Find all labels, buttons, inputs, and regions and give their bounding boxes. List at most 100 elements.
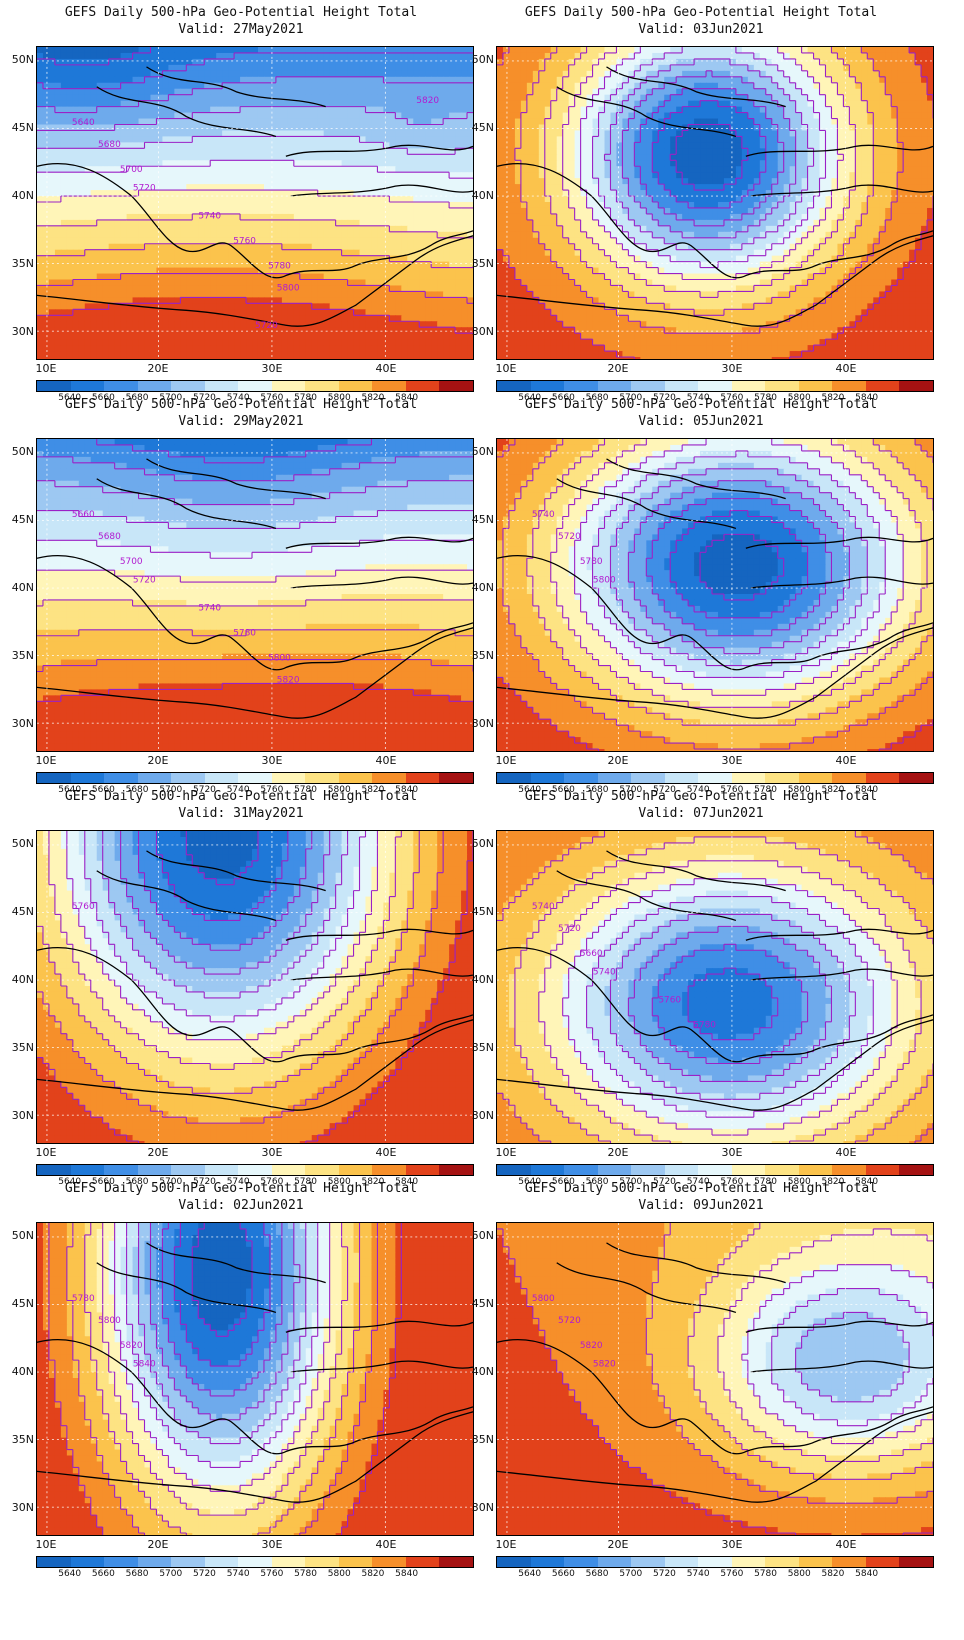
height-map: 5740 5720 5780 5800: [496, 438, 934, 752]
colorbar-label: 5720: [193, 393, 216, 403]
lat-label: 45N: [4, 905, 34, 918]
colorbar-label: 5780: [294, 393, 317, 403]
lat-label: 35N: [4, 649, 34, 662]
lon-label: 40E: [836, 362, 857, 375]
contour-label: 5800: [532, 1294, 555, 1304]
map-panel: GEFS Daily 500-hPa Geo-Potential Height …: [460, 392, 942, 802]
contour-label: 5740: [532, 510, 555, 520]
black-sea-coast-south: [750, 1360, 933, 1373]
lon-label: 40E: [376, 1538, 397, 1551]
panel-title: GEFS Daily 500-hPa Geo-Potential Height …: [0, 396, 482, 413]
colorbar-label: 5800: [328, 785, 351, 795]
colorbar-label: 5780: [294, 1177, 317, 1187]
lon-label: 10E: [496, 1538, 517, 1551]
lat-label: 35N: [4, 1433, 34, 1446]
colorbar-label: 5820: [361, 1177, 384, 1187]
contour-lines: [37, 439, 473, 702]
black-sea-coast: [285, 536, 473, 549]
colorbar-swatch: [305, 1165, 339, 1175]
lon-label: 40E: [376, 1146, 397, 1159]
panel-valid-date: Valid: 09Jun2021: [460, 1197, 942, 1214]
colorbar-swatch: [832, 773, 866, 783]
colorbar-label: 5760: [720, 785, 743, 795]
colorbar-swatch: [204, 381, 239, 391]
height-field: 5800 5720 5820 5820: [497, 1223, 933, 1535]
colorbar-swatch: [765, 773, 799, 783]
black-sea-coast: [745, 144, 933, 157]
contour-label: 5660: [580, 949, 603, 959]
colorbar-swatch: [171, 1165, 205, 1175]
colorbar-label: 5740: [687, 1569, 710, 1579]
lon-label: 30E: [262, 1538, 283, 1551]
colorbar-label: 5660: [92, 393, 115, 403]
panel-title: GEFS Daily 500-hPa Geo-Potential Height …: [460, 396, 942, 413]
panel-valid-date: Valid: 03Jun2021: [460, 21, 942, 38]
colorbar-swatch: [238, 1557, 272, 1567]
colorbar-swatch: [305, 1557, 339, 1567]
colorbar-label: 5760: [260, 1177, 283, 1187]
colorbar-label: 5680: [586, 1177, 609, 1187]
contour-label: 5820: [593, 1360, 616, 1370]
lat-label: 40N: [464, 973, 494, 986]
colorbar-swatch: [564, 773, 598, 783]
lon-label: 10E: [36, 754, 57, 767]
colorbar-label: 5740: [227, 785, 250, 795]
colorbar-swatch: [731, 1165, 766, 1175]
lon-label: 30E: [722, 362, 743, 375]
colorbar-swatch: [137, 1557, 172, 1567]
colorbar-swatch: [204, 773, 239, 783]
map-panel: GEFS Daily 500-hPa Geo-Potential Height …: [0, 392, 482, 802]
colorbar-swatch: [698, 1557, 732, 1567]
colorbar-swatch: [564, 1557, 598, 1567]
colorbar-label: 5740: [227, 1177, 250, 1187]
colorbar-swatch: [238, 381, 272, 391]
colorbar-label: 5800: [788, 1569, 811, 1579]
colorbar: [36, 1556, 474, 1568]
panel-valid-date: Valid: 07Jun2021: [460, 805, 942, 822]
colorbar-label: 5800: [328, 393, 351, 403]
colorbar-swatch: [631, 1557, 665, 1567]
height-map: 5660 5680 5700 5720 5740 5780 5800 5820: [36, 438, 474, 752]
colorbar-swatch: [171, 381, 205, 391]
borders: [96, 850, 326, 922]
colorbar-swatch: [497, 1557, 531, 1567]
colorbar-swatch: [405, 773, 440, 783]
colorbar: [36, 380, 474, 392]
lat-label: 40N: [464, 189, 494, 202]
lat-label: 50N: [4, 837, 34, 850]
coastline-south: [37, 235, 473, 327]
contour-lines: [37, 831, 473, 1143]
colorbar-label: 5760: [720, 393, 743, 403]
map-panel: GEFS Daily 500-hPa Geo-Potential Height …: [460, 784, 942, 1194]
lon-label: 10E: [496, 362, 517, 375]
height-map: 5800 5720 5820 5820: [496, 1222, 934, 1536]
lat-label: 40N: [464, 1365, 494, 1378]
lon-label: 20E: [148, 1146, 169, 1159]
colorbar-label: 5640: [518, 785, 541, 795]
colorbar-label: 5640: [518, 1177, 541, 1187]
coastline-south: [497, 1019, 933, 1111]
borders: [556, 458, 786, 530]
panel-valid-date: Valid: 31May2021: [0, 805, 482, 822]
colorbar-label: 5840: [395, 785, 418, 795]
colorbar-label: 5720: [653, 1569, 676, 1579]
colorbar-swatch: [405, 1557, 440, 1567]
lat-label: 30N: [464, 1501, 494, 1514]
colorbar-swatch: [798, 1557, 833, 1567]
lat-label: 40N: [4, 973, 34, 986]
black-sea-coast: [745, 1320, 933, 1333]
colorbar-swatch: [372, 381, 406, 391]
black-sea-coast-south: [290, 576, 473, 589]
colorbar-swatch: [70, 1557, 105, 1567]
map-panel: GEFS Daily 500-hPa Geo-Potential Height …: [0, 784, 482, 1194]
colorbar-swatch: [497, 773, 531, 783]
colorbar-swatch: [564, 1165, 598, 1175]
coastline-south: [497, 1411, 933, 1503]
colorbar-label: 5640: [518, 393, 541, 403]
colorbar-label: 5660: [552, 1177, 575, 1187]
colorbar-label: 5800: [328, 1569, 351, 1579]
height-map: 5740 5720 5660 5740 5760 5780: [496, 830, 934, 1144]
height-field: 5660 5680 5700 5720 5740 5780 5800 5820: [37, 439, 473, 751]
colorbar-label: 5660: [92, 1177, 115, 1187]
colorbar-label: 5780: [754, 785, 777, 795]
